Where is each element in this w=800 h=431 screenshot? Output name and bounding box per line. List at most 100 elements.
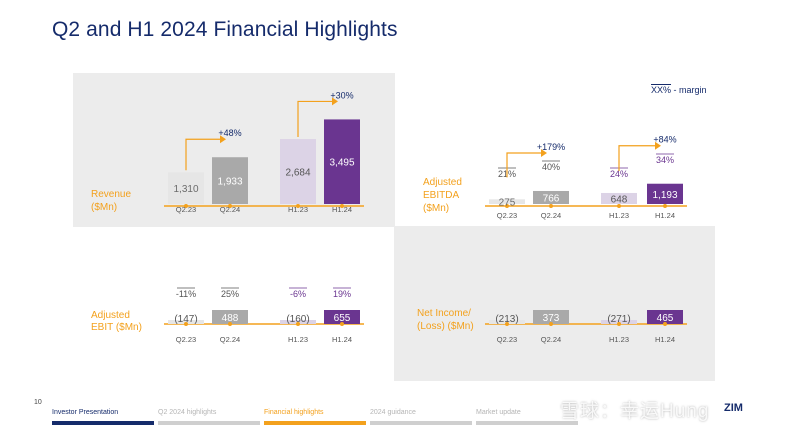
value-label: 648 xyxy=(611,194,628,205)
tick-label: H1.23 xyxy=(288,205,308,214)
growth-label: +48% xyxy=(218,128,241,138)
growth-arrowhead xyxy=(655,141,661,150)
tick-label: Q2.23 xyxy=(176,335,196,344)
margin-legend-text: - margin xyxy=(671,85,707,95)
tick-label: Q2.24 xyxy=(220,205,240,214)
tick-dot xyxy=(296,322,300,326)
value-label: 3,495 xyxy=(329,158,354,169)
growth-arrowhead xyxy=(220,135,226,144)
value-label: 1,310 xyxy=(173,184,198,195)
chart-label-ebit: Adjusted xyxy=(91,310,130,321)
tick-dot xyxy=(663,204,667,208)
footer-tab-investor-presentation[interactable]: Investor Presentation xyxy=(52,408,154,425)
watermark: 雪球：幸运Hung xyxy=(560,401,710,422)
tick-label: H1.24 xyxy=(332,335,352,344)
footer-tab-bar xyxy=(476,421,578,425)
tick-label: H1.23 xyxy=(288,335,308,344)
footer-tab-financial-highlights[interactable]: Financial highlights xyxy=(264,408,366,425)
tick-label: H1.23 xyxy=(609,211,629,220)
chart-label-revenue: ($Mn) xyxy=(91,202,117,213)
value-label: 1,193 xyxy=(652,190,677,201)
footer-tab-label: Q2 2024 highlights xyxy=(158,409,217,416)
bar-revenue-Q2.24 xyxy=(212,157,248,204)
margin-legend-box: XX% xyxy=(651,85,672,95)
bar-ebitda-H1.24 xyxy=(647,183,683,204)
tick-dot xyxy=(663,322,667,326)
bar-netincome-H1.24 xyxy=(647,310,683,324)
growth-label: +30% xyxy=(330,90,353,100)
margin-label: 34% xyxy=(656,155,674,165)
tick-dot xyxy=(340,204,344,208)
tick-label: Q2.23 xyxy=(497,335,517,344)
footer-tab-market-update[interactable]: Market update xyxy=(476,408,578,425)
value-label: 766 xyxy=(543,193,560,204)
tick-dot xyxy=(617,204,621,208)
value-label: 465 xyxy=(657,313,674,324)
tick-dot xyxy=(184,204,188,208)
growth-arrowhead xyxy=(332,97,338,106)
tick-dot xyxy=(228,204,232,208)
footer-tab-bar xyxy=(264,421,366,425)
margin-label: -6% xyxy=(290,289,306,299)
growth-arrowhead xyxy=(541,148,547,157)
margin-label: 40% xyxy=(542,162,560,172)
chart-label-netincome: (Loss) ($Mn) xyxy=(417,321,474,332)
growth-arrow xyxy=(185,138,220,171)
chart-label-ebitda: EBITDA xyxy=(423,190,459,201)
growth-arrow xyxy=(297,100,332,138)
zim-logo: ZIM xyxy=(724,402,743,414)
footer-tab-label: Market update xyxy=(476,409,521,416)
value-label: (271) xyxy=(607,314,630,325)
value-label: 373 xyxy=(543,313,560,324)
bar-revenue-H1.23 xyxy=(280,139,316,204)
chart-label-netincome: Net Income/ xyxy=(417,308,471,319)
tick-label: Q2.23 xyxy=(497,211,517,220)
value-label: 488 xyxy=(222,313,239,324)
tick-label: Q2.24 xyxy=(220,335,240,344)
bar-revenue-H1.24 xyxy=(324,119,360,204)
bottom-right-panel xyxy=(394,226,715,381)
footer-tab-label: Investor Presentation xyxy=(52,409,119,416)
growth-arrow xyxy=(618,145,655,171)
tick-dot xyxy=(184,322,188,326)
growth-label: +84% xyxy=(653,135,676,145)
tick-dot xyxy=(505,322,509,326)
footer-tab-label: Financial highlights xyxy=(264,409,324,416)
tick-dot xyxy=(549,322,553,326)
value-label: 2,684 xyxy=(285,168,310,179)
chart-label-ebitda: Adjusted xyxy=(423,177,462,188)
tick-dot xyxy=(296,204,300,208)
footer-tab-bar xyxy=(158,421,260,425)
tick-dot xyxy=(505,204,509,208)
value-label: (213) xyxy=(495,314,518,325)
tick-label: H1.24 xyxy=(655,335,675,344)
page-number: 10 xyxy=(34,399,42,406)
tick-label: H1.24 xyxy=(655,211,675,220)
margin-label: 24% xyxy=(610,169,628,179)
bar-revenue-Q2.23 xyxy=(168,172,204,204)
bar-ebit-H1.24 xyxy=(324,310,360,324)
growth-arrow xyxy=(506,152,541,178)
tick-label: Q2.24 xyxy=(541,211,561,220)
chart-label-ebit: EBIT ($Mn) xyxy=(91,322,142,333)
margin-label: -11% xyxy=(176,289,196,299)
footer-tab-guidance[interactable]: 2024 guidance xyxy=(370,408,472,425)
value-label: (160) xyxy=(286,314,309,325)
bar-ebit-Q2.24 xyxy=(212,310,248,324)
page-title: Q2 and H1 2024 Financial Highlights xyxy=(52,18,398,41)
bar-ebitda-H1.23 xyxy=(601,192,637,204)
footer-tab-bar xyxy=(52,421,154,425)
tick-label: Q2.24 xyxy=(541,335,561,344)
tick-dot xyxy=(549,204,553,208)
tick-label: H1.24 xyxy=(332,205,352,214)
margin-label: 19% xyxy=(333,289,351,299)
tick-label: Q2.23 xyxy=(176,205,196,214)
value-label: 655 xyxy=(334,313,351,324)
bar-ebitda-Q2.24 xyxy=(533,190,569,204)
footer-tab-q2-highlights[interactable]: Q2 2024 highlights xyxy=(158,408,260,425)
bar-netincome-Q2.24 xyxy=(533,310,569,324)
tick-dot xyxy=(617,322,621,326)
margin-legend: XX% - margin xyxy=(651,85,707,95)
tick-label: H1.23 xyxy=(609,335,629,344)
